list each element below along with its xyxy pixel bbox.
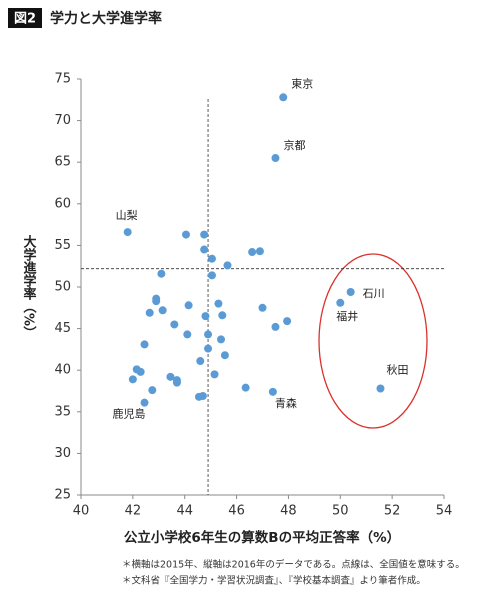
point [271,154,280,163]
point-label: 石川 [363,287,385,300]
y-tick-label: 50 [54,280,71,295]
figure-label: 図2 [14,12,36,27]
x-tick-label: 54 [436,504,453,519]
point [170,320,179,329]
point [172,378,181,387]
note: ＊文科省『全国学力・学習状況調査』、『学校基本調査』より筆者作成。 [122,575,426,587]
point [123,228,132,237]
y-tick-label: 35 [54,404,71,419]
y-tick-label: 45 [54,321,71,336]
point-label: 鹿児島 [113,407,146,421]
point [258,303,267,312]
point [376,384,385,393]
point [194,392,203,401]
point [210,370,219,379]
point [152,297,161,306]
point [166,372,175,381]
point [140,340,149,349]
point [220,351,229,360]
point [182,230,191,239]
point [336,298,345,307]
point [158,306,167,315]
point [268,387,277,396]
point [136,367,145,376]
point [140,398,149,407]
point [271,322,280,331]
x-tick-label: 42 [125,504,142,519]
point [200,230,209,239]
point [128,375,137,384]
x-axis-label: 公立小学校6年生の算数Bの平均正答率（%） [124,529,400,546]
point [145,308,154,317]
point-label: 青森 [275,396,297,410]
point [184,301,193,310]
point [207,271,216,280]
point [204,330,213,339]
y-tick-label: 75 [54,72,71,87]
point [183,330,192,339]
point [200,245,209,254]
x-tick-label: 48 [280,504,297,519]
figure-label-box [8,8,42,28]
x-tick-label: 50 [332,504,349,519]
x-tick-label: 46 [228,504,245,519]
point-label: 東京 [291,76,313,90]
y-tick-label: 60 [54,196,71,211]
x-tick-label: 52 [384,504,401,519]
highlight-ellipse [318,253,428,429]
point-label: 秋田 [386,363,408,377]
point [157,269,166,278]
y-tick-label: 40 [54,363,71,378]
point [207,254,216,263]
point [201,312,210,321]
y-tick-label: 70 [54,113,71,128]
point [279,93,288,102]
point-label: 京都 [283,138,305,152]
y-tick-label: 65 [54,155,71,170]
point [196,357,205,366]
point [346,287,355,296]
point [255,247,264,256]
point [223,261,232,270]
point-label: 福井 [336,309,358,323]
y-tick-label: 30 [54,446,71,461]
chart-title: 学力と大学進学率 [50,10,162,27]
point [241,383,250,392]
y-axis-label: 大学進学率（%） [21,234,38,339]
y-tick-label: 55 [54,238,71,253]
point [218,311,227,320]
x-tick-label: 40 [73,504,90,519]
point [204,344,213,353]
point-label: 山梨 [116,208,138,222]
x-tick-label: 44 [176,504,193,519]
point [214,299,223,308]
point [248,248,257,257]
y-tick-label: 25 [54,488,71,503]
point [217,335,226,344]
note: ＊横軸は2015年、縦軸は2016年のデータである。点線は、全国値を意味する。 [122,559,465,571]
point [283,317,292,326]
point [148,386,157,395]
